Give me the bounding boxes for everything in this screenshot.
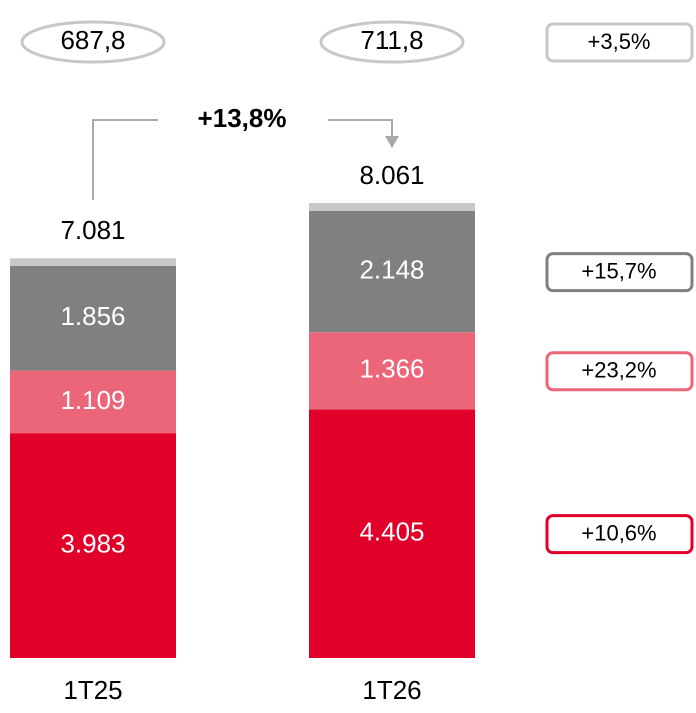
total-label: 7.081 [60, 215, 125, 245]
bar-segment [309, 211, 475, 333]
growth-label: +15,7% [581, 258, 656, 283]
bracket-left [92, 119, 158, 200]
oval-label: 711,8 [360, 25, 423, 55]
bar-segment [10, 265, 176, 371]
growth-bracket [92, 119, 393, 200]
bar-segment [10, 370, 176, 434]
total-label: 8.061 [359, 160, 424, 190]
segment-label: 3.983 [60, 528, 125, 558]
bracket-right [328, 119, 393, 138]
bar-segment [309, 203, 475, 212]
oval-label: 687,8 [60, 25, 125, 55]
category-label: 1T25 [63, 675, 122, 705]
value-oval [20, 20, 166, 64]
bar-segment [10, 258, 176, 266]
segment-label: 1.109 [60, 385, 125, 415]
growth-label: +3,5% [588, 29, 651, 54]
growth-box [545, 351, 694, 392]
growth-label: +10,6% [581, 520, 656, 545]
segment-label: 1.856 [60, 301, 125, 331]
bar-segment [10, 433, 176, 658]
total-growth: +13,8% [198, 103, 287, 133]
growth-box [545, 514, 694, 555]
bar-segment [309, 409, 475, 658]
bracket-arrow [385, 136, 399, 148]
category-label: 1T26 [362, 675, 421, 705]
segment-label: 4.405 [359, 517, 424, 547]
growth-label: +23,2% [581, 358, 656, 383]
growth-box [545, 252, 694, 293]
growth-box [545, 22, 694, 63]
segment-label: 1.366 [359, 354, 424, 384]
bar-segment [309, 332, 475, 410]
segment-label: 2.148 [359, 255, 424, 285]
value-oval [319, 20, 465, 64]
